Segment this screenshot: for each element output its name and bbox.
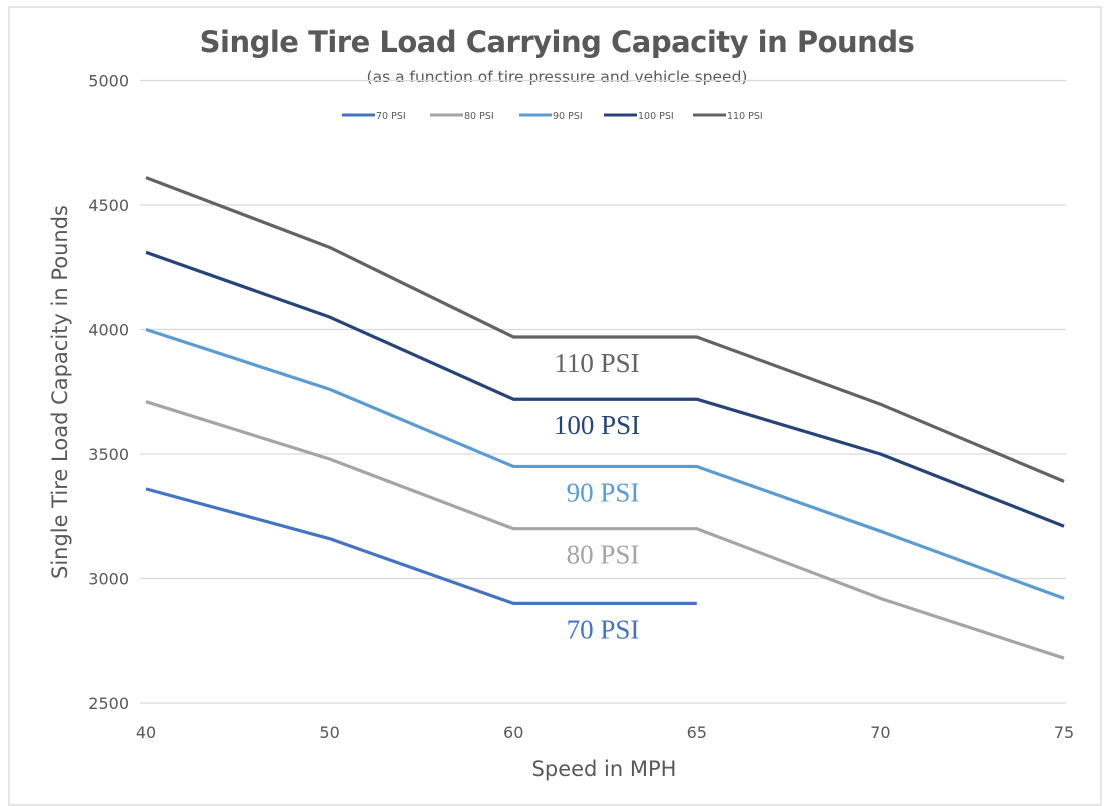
legend-label: 90 PSI (553, 111, 583, 122)
y-tick-label: 4000 (88, 321, 129, 340)
annotation-70-psi: 70 PSI (567, 614, 640, 644)
x-axis-ticks: 40 50 60 65 70 75 (136, 723, 1074, 742)
y-tick-label: 3000 (88, 570, 129, 589)
x-tick-label: 60 (503, 723, 523, 742)
y-axis-ticks: 2500 3000 3500 4000 4500 5000 (88, 72, 129, 714)
legend-label: 80 PSI (464, 111, 494, 122)
y-axis-title: Single Tire Load Capacity in Pounds (48, 205, 72, 579)
series-line-100-psi (145, 250, 1065, 528)
annotation-100-psi: 100 PSI (554, 410, 640, 440)
x-tick-label: 50 (319, 723, 339, 742)
series-line-80-psi (145, 400, 1065, 660)
y-tick-label: 3500 (88, 445, 129, 464)
legend-label: 70 PSI (376, 111, 406, 122)
x-tick-label: 65 (687, 723, 707, 742)
series-line-70-psi (145, 487, 697, 606)
x-tick-label: 75 (1054, 723, 1074, 742)
series-annotations: 110 PSI 100 PSI 90 PSI 80 PSI 70 PSI (554, 348, 640, 644)
legend-label: 100 PSI (638, 111, 674, 122)
x-tick-label: 40 (136, 723, 156, 742)
y-tick-label: 5000 (88, 72, 129, 91)
legend-label: 110 PSI (727, 111, 763, 122)
x-tick-label: 70 (870, 723, 890, 742)
gridlines (140, 79, 1066, 704)
series-line-90-psi (145, 327, 1065, 600)
x-axis-title: Speed in MPH (532, 757, 677, 781)
y-tick-label: 4500 (88, 196, 129, 215)
chart-subtitle: (as a function of tire pressure and vehi… (367, 68, 748, 86)
y-tick-label: 2500 (88, 694, 129, 713)
annotation-90-psi: 90 PSI (567, 477, 640, 507)
annotation-80-psi: 80 PSI (567, 540, 640, 570)
legend: 70 PSI 80 PSI 90 PSI 100 PSI 110 PSI (342, 111, 763, 122)
chart-title: Single Tire Load Carrying Capacity in Po… (200, 25, 915, 59)
annotation-110-psi: 110 PSI (554, 348, 639, 378)
series-lines (145, 176, 1065, 660)
series-line-110-psi (145, 176, 1065, 483)
